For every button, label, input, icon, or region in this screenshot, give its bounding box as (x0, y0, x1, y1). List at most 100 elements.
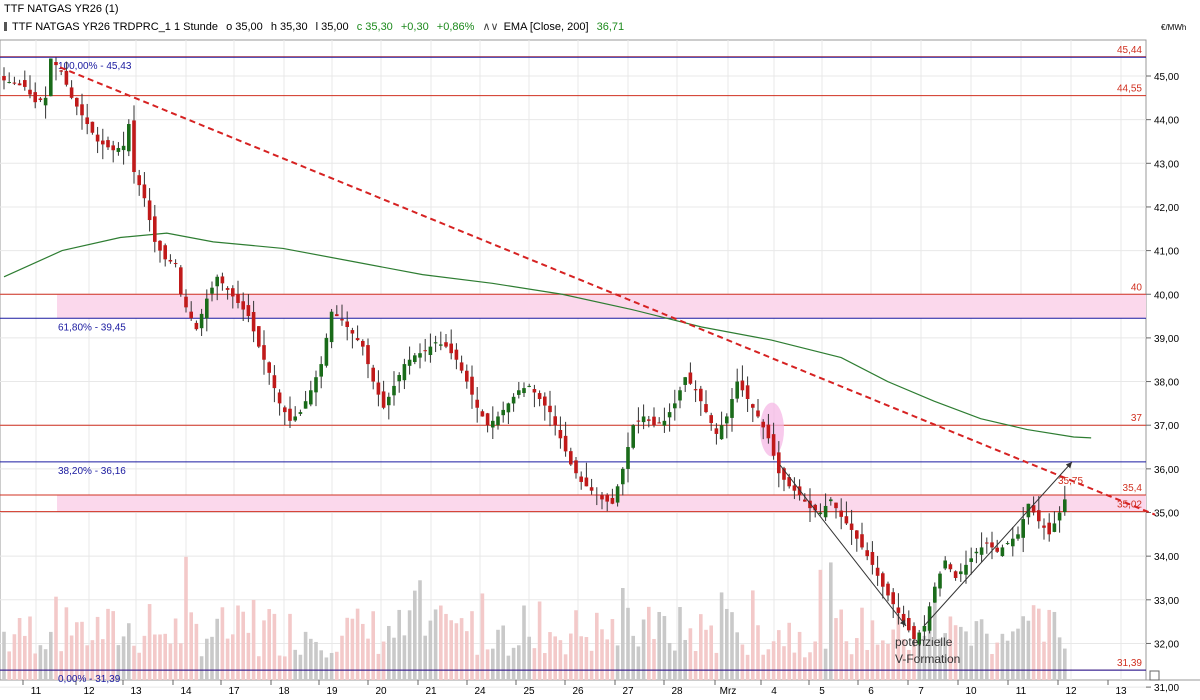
candle-body (246, 305, 251, 317)
candle-body (673, 403, 677, 409)
candle-body (418, 353, 422, 358)
price-level-label: 40 (1131, 282, 1143, 293)
scale-toggle-button[interactable] (1149, 670, 1160, 681)
candle-body (1052, 523, 1057, 532)
candle-body (309, 390, 313, 405)
fib-level-label: 100,00% - 45,43 (58, 61, 132, 72)
candle-body (600, 494, 604, 500)
volume-bar (699, 614, 703, 680)
candle-body (995, 547, 999, 552)
x-tick-label: 6 (868, 686, 874, 697)
volume-bar (969, 645, 973, 680)
volume-bar (413, 590, 417, 680)
volume-bar (496, 629, 500, 680)
candle-body (90, 121, 95, 133)
volume-bar (392, 637, 396, 680)
low-value: l 35,00 (315, 21, 349, 33)
volume-bar (522, 605, 526, 680)
instrument-label: TTF NATGAS YR26 TRDPRC_1 1 Stunde (12, 21, 219, 33)
volume-bar (584, 637, 589, 680)
candle-body (969, 558, 973, 562)
candle-body (340, 319, 344, 321)
x-tick-label: 20 (375, 686, 387, 697)
volume-bar (376, 653, 381, 680)
candle-body (215, 276, 219, 287)
volume-bar (933, 590, 937, 680)
fib-level-label: 61,80% - 39,45 (58, 322, 126, 333)
price-level-label: 35,4 (1123, 483, 1143, 494)
candle-body (891, 592, 895, 605)
ema-line (3, 232, 1092, 439)
volume-bar (257, 656, 261, 680)
candle-body (875, 567, 880, 576)
candle-body (595, 494, 599, 496)
candle-body (881, 573, 885, 587)
volume-bar (808, 652, 812, 680)
volume-bar (714, 652, 719, 680)
volume-bar (834, 618, 838, 680)
candle-body (527, 385, 531, 387)
volume-bar (59, 651, 63, 680)
y-tick-label: 41,00 (1154, 247, 1179, 258)
candle-body (839, 510, 843, 517)
candle-body (610, 497, 615, 504)
volume-bar (678, 607, 682, 680)
volume-bar (543, 653, 547, 680)
candle-body (917, 632, 921, 645)
candle-body (641, 416, 646, 423)
trend-line (59, 66, 1156, 516)
candle-body (199, 313, 204, 329)
candle-body (678, 390, 682, 401)
volume-bar (387, 625, 391, 680)
y-tick-label: 37,00 (1154, 421, 1179, 432)
volume-bar (761, 654, 765, 680)
candle-body (787, 477, 791, 487)
volume-bar (137, 652, 141, 680)
volume-bar (433, 609, 438, 680)
volume-bar (251, 599, 256, 680)
candle-body (111, 145, 115, 151)
x-tick-label: 11 (31, 686, 42, 697)
volume-bar (179, 643, 183, 680)
volume-bar (168, 643, 173, 680)
volume-bar (418, 580, 422, 680)
x-tick-label: 14 (180, 686, 192, 697)
candle-body (714, 428, 719, 434)
volume-bar (272, 613, 277, 680)
candle-body (1042, 525, 1046, 528)
volume-bar (896, 607, 901, 680)
x-tick-label: 13 (130, 686, 142, 697)
candle-body (387, 396, 391, 406)
candle-body (1011, 538, 1015, 547)
candle-body (979, 547, 984, 555)
volume-bar (262, 620, 266, 680)
candle-body (251, 311, 256, 332)
change-pct-value: +0,86% (436, 21, 475, 33)
candle-body (1000, 547, 1005, 557)
candle-body (511, 396, 516, 404)
volume-bar (782, 646, 786, 680)
candle-body (922, 625, 927, 632)
candle-body (225, 288, 230, 290)
candle-body (855, 530, 859, 539)
x-tick-label: 21 (425, 686, 437, 697)
volume-bar (54, 596, 58, 680)
change-value: +0,30 (400, 21, 429, 33)
volume-bar (428, 620, 433, 680)
candle-body (189, 311, 193, 319)
candle-body (303, 401, 308, 409)
volume-bar (132, 645, 136, 680)
volume-bar (532, 648, 537, 680)
volume-bar (865, 649, 869, 680)
candle-body (64, 70, 69, 85)
candle-body (319, 364, 323, 377)
volume-bar (704, 629, 708, 680)
candle-body (745, 385, 750, 400)
candle-body (886, 583, 890, 596)
volume-bar (912, 640, 916, 680)
fib-level-label: 0,00% - 31,39 (58, 674, 121, 685)
volume-bar (875, 644, 880, 680)
candle-body (1016, 534, 1020, 539)
volume-bar (397, 609, 401, 680)
